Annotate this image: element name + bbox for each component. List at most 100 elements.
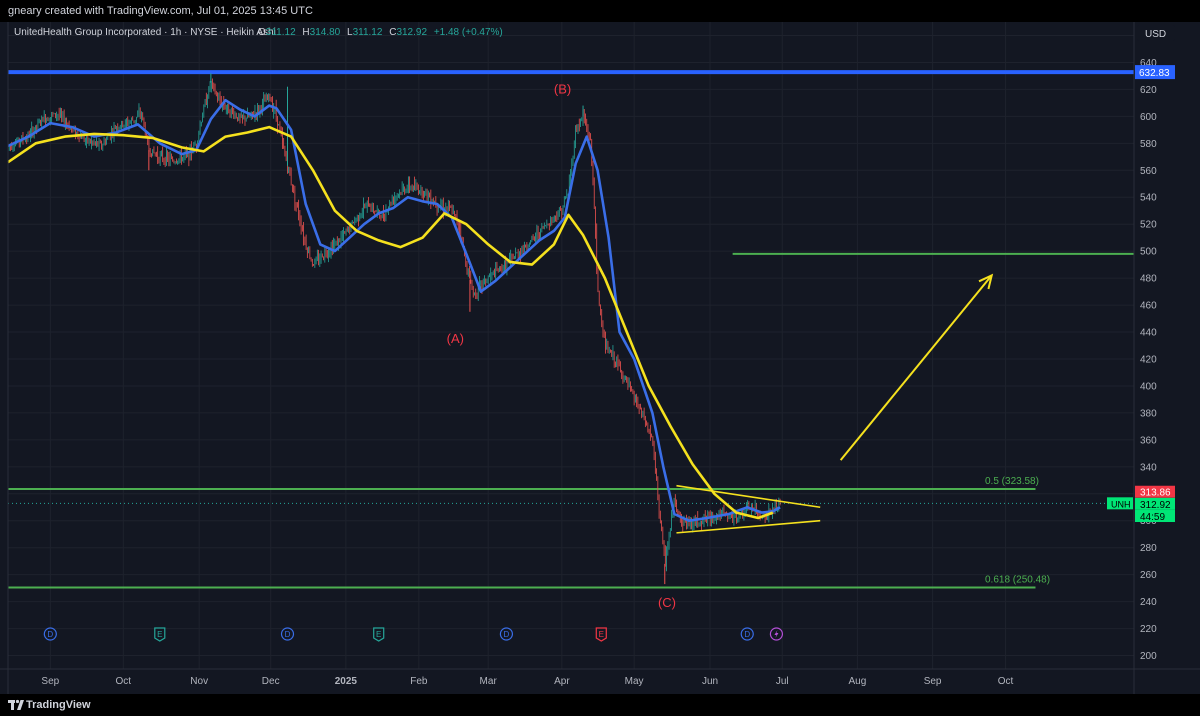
drawings <box>676 273 994 534</box>
wave-label: (B) <box>554 81 571 96</box>
price-tick-label: 420 <box>1140 354 1157 365</box>
dividend-event-icon <box>499 627 514 641</box>
time-tick-label: Jul <box>776 676 789 687</box>
fast-moving-average-line <box>7 98 781 522</box>
time-tick-label: Nov <box>190 676 208 687</box>
svg-text:O311.12 H314.80: O311.12 H314.80 L311.12 C312.92 +1.48 (+… <box>258 27 503 38</box>
price-tick-label: 640 <box>1140 58 1157 69</box>
currency-label[interactable]: USD <box>1145 29 1166 40</box>
time-tick-label: May <box>625 676 644 687</box>
arrow-head-icon <box>978 273 994 290</box>
tradingview-logo-icon <box>8 699 24 710</box>
price-tag-text: 312.92 <box>1140 500 1171 511</box>
wave-label: (A) <box>447 331 464 346</box>
price-tick-label: 520 <box>1140 220 1157 231</box>
price-tick-label: 500 <box>1140 247 1157 258</box>
price-tick-label: 400 <box>1140 381 1157 392</box>
price-axis[interactable]: 2002202402602803003203403603804004204404… <box>1140 31 1157 662</box>
horizontal-lines: 0.5 (323.58) 0.618 (250.48) <box>8 70 1134 589</box>
price-tag-text: 313.86 <box>1140 488 1171 499</box>
price-chart[interactable]: 0.5 (323.58) 0.618 (250.48) (A) (B) (C) D E D… <box>0 22 1200 694</box>
price-tick-label: 220 <box>1140 624 1157 635</box>
price-tag-bg <box>1135 485 1175 498</box>
earnings-event-label: E <box>376 630 381 639</box>
earnings-event-icon <box>154 627 166 642</box>
low-value: 311.12 <box>353 27 383 38</box>
instrument-label: UnitedHealth Group Incorporated · 1h · N… <box>14 27 276 38</box>
price-tick-label: 580 <box>1140 139 1157 150</box>
change-value: +1.48 (+0.47%) <box>434 27 503 38</box>
price-candles <box>7 73 781 585</box>
price-tag-bg <box>1135 497 1175 510</box>
time-tick-label: Oct <box>116 676 132 687</box>
dividend-event-label: D <box>47 630 53 639</box>
price-tick-label: 540 <box>1140 193 1157 204</box>
price-tick-label: 600 <box>1140 112 1157 123</box>
axes <box>0 22 1200 694</box>
price-tag-bg <box>1135 65 1175 80</box>
price-tick-label: 340 <box>1140 462 1157 473</box>
low-label: L <box>347 27 353 38</box>
time-tick-label: Dec <box>262 676 280 687</box>
lightning-icon <box>774 630 779 638</box>
time-tick-label: Jun <box>702 676 718 687</box>
dividend-event-label: D <box>285 630 291 639</box>
time-tick-label: Apr <box>554 676 570 687</box>
price-tick-label: 440 <box>1140 328 1157 339</box>
price-tick-label: 620 <box>1140 85 1157 96</box>
price-tick-label: 360 <box>1140 435 1157 446</box>
price-tag-bg <box>1135 510 1175 523</box>
time-tick-label: Mar <box>480 676 498 687</box>
price-tag-text: 44:59 <box>1140 512 1165 523</box>
dividend-event-icon <box>280 627 295 641</box>
attribution-text: gneary created with TradingView.com, Jul… <box>8 5 313 17</box>
time-tick-label: Aug <box>849 676 867 687</box>
currency-button[interactable] <box>1137 25 1175 41</box>
chart-legend: UnitedHealth Group Incorporated · 1h · N… <box>14 27 503 38</box>
wave-labels: (A) (B) (C) <box>447 81 676 610</box>
price-tag-text: 632.83 <box>1139 68 1170 79</box>
price-tick-label: 460 <box>1140 301 1157 312</box>
attribution-bar: gneary created with TradingView.com, Jul… <box>0 0 1200 22</box>
price-tick-label: 260 <box>1140 570 1157 581</box>
price-tick-label: 280 <box>1140 543 1157 554</box>
earnings-event-icon <box>595 627 607 642</box>
price-tick-label: 240 <box>1140 597 1157 608</box>
close-label: C <box>389 27 396 38</box>
time-tick-label: 2025 <box>335 676 358 687</box>
price-tick-label: 480 <box>1140 274 1157 285</box>
wave-label: (C) <box>658 595 676 610</box>
price-tick-label: 200 <box>1140 651 1157 662</box>
earnings-event-icon <box>373 627 385 642</box>
earnings-event-label: E <box>157 630 162 639</box>
dividend-event-label: D <box>744 630 750 639</box>
triangle-lower-line <box>676 519 821 534</box>
slow-moving-average-line <box>7 125 774 520</box>
brand-label: TradingView <box>26 699 91 711</box>
triangle-upper-line <box>676 484 821 509</box>
moving-averages <box>7 98 781 522</box>
fib-level-label: 0.618 (250.48) <box>985 574 1050 585</box>
high-label: H <box>302 27 309 38</box>
price-tick-label: 560 <box>1140 166 1157 177</box>
dividend-event-icon <box>740 627 754 641</box>
time-axis[interactable]: Sep Oct Nov Dec 2025 Feb Mar Apr May Jun Jul Aug Sep… <box>41 676 1013 687</box>
open-value: 311.12 <box>266 27 296 38</box>
time-tick-label: Feb <box>410 676 428 687</box>
high-value: 314.80 <box>310 27 341 38</box>
projection-arrow-line <box>839 274 993 461</box>
chart-area[interactable]: 0.5 (323.58) 0.618 (250.48) (A) (B) (C) D E D… <box>0 22 1200 694</box>
close-value: 312.92 <box>396 27 427 38</box>
time-tick-label: Sep <box>924 676 942 687</box>
symbol-tag: UNH <box>1111 499 1131 509</box>
dividend-event-icon <box>43 627 57 641</box>
open-label: O <box>258 27 266 38</box>
time-tick-label: Oct <box>998 676 1014 687</box>
fib-level-label: 0.5 (323.58) <box>985 476 1039 487</box>
dividend-event-label: D <box>504 630 510 639</box>
grid <box>8 22 1134 669</box>
price-tick-label: 380 <box>1140 408 1157 419</box>
earnings-event-label: E <box>599 630 604 639</box>
